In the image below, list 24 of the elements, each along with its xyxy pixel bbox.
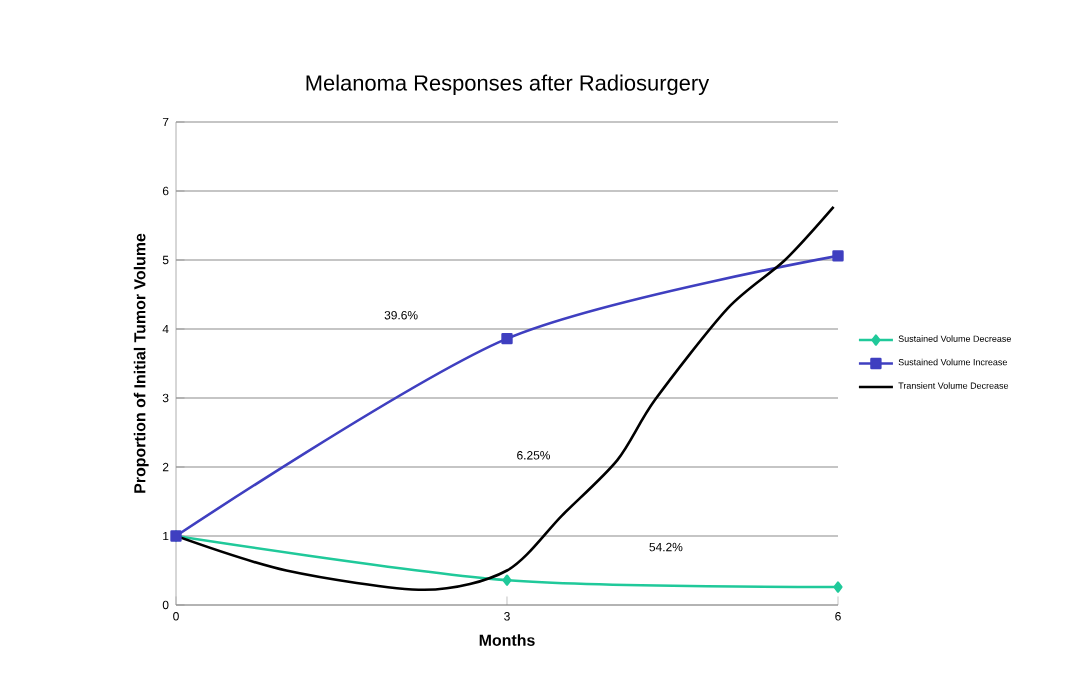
y-tick-label: 4	[162, 324, 169, 334]
legend-label: Sustained Volume Decrease	[898, 335, 1011, 342]
annotation: 39.6%	[384, 310, 418, 320]
y-axis-title: Proportion of Initial Tumor Volume	[133, 233, 149, 493]
x-axis-title: Months	[479, 634, 535, 646]
y-tick-label: 5	[162, 255, 169, 265]
x-tick-label: 6	[835, 612, 841, 621]
point	[833, 581, 843, 593]
chart-title: Melanoma Responses after Radiosurgery	[306, 74, 710, 95]
legend-label: Transient Volume Decrease	[898, 382, 1009, 389]
x-tick-label: 0	[173, 612, 179, 621]
point	[832, 250, 844, 262]
y-tick-label: 6	[162, 186, 169, 196]
y-tick-label: 3	[162, 393, 169, 403]
annotation: 6.25%	[517, 451, 551, 460]
y-tick-label: 1	[163, 531, 169, 541]
point	[501, 332, 513, 345]
point	[502, 574, 512, 586]
y-tick-label: 0	[162, 600, 169, 610]
y-tick-label: 2	[162, 462, 169, 472]
x-tick-label: 3	[504, 612, 510, 621]
legend-label: Sustained Volume Increase	[898, 358, 1007, 366]
annotation: 54.2%	[649, 542, 683, 552]
y-tick-label: 7	[162, 117, 169, 127]
